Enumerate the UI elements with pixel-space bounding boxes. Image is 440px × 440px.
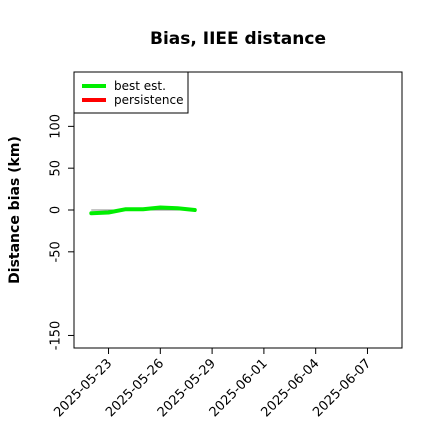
- y-tick-label: -50: [49, 241, 64, 262]
- y-axis-label: Distance bias (km): [7, 136, 23, 284]
- y-tick-label: 100: [49, 114, 64, 139]
- legend-label-0: best est.: [114, 79, 166, 93]
- x-axis: 2025-05-232025-05-262025-05-292025-06-01…: [51, 348, 374, 420]
- y-tick-label: 50: [49, 160, 64, 177]
- legend-box: [73, 71, 189, 114]
- legend: best est.persistence: [73, 71, 189, 114]
- y-tick-label: -150: [49, 321, 64, 351]
- chart-title: Bias, IIEE distance: [150, 29, 326, 49]
- y-tick-label: 0: [49, 206, 64, 214]
- series-line-0: [89, 205, 197, 216]
- series-layer: [89, 205, 197, 216]
- legend-label-1: persistence: [114, 93, 183, 107]
- y-axis: -150 -50 0 50 100: [49, 114, 74, 351]
